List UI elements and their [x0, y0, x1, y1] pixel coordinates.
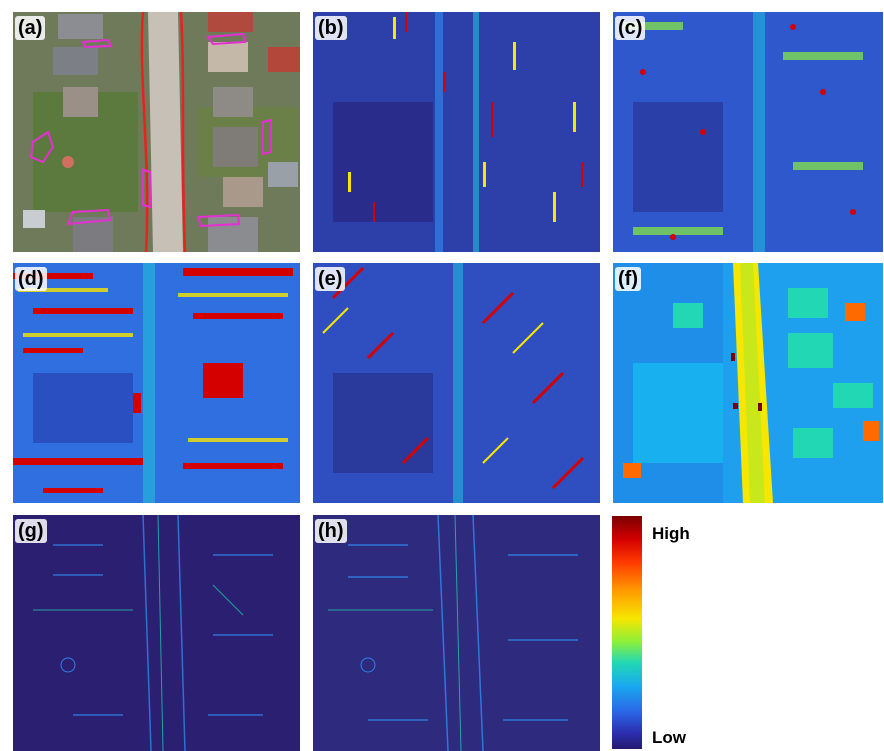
panel-b: (b) — [313, 12, 600, 252]
panel-label: (e) — [315, 267, 346, 291]
panel-label: (g) — [15, 519, 47, 543]
panel-h: (h) — [313, 515, 600, 751]
legend-high-label: High — [652, 524, 690, 543]
heatmap-image — [613, 12, 883, 252]
panel-f: (f) — [613, 263, 883, 503]
edge-map-image — [313, 515, 600, 751]
panel-label: (h) — [315, 519, 347, 543]
panel-label: (f) — [615, 267, 641, 291]
heatmap-image — [13, 263, 300, 503]
color-scale-bar — [612, 516, 642, 749]
panel-label: (d) — [15, 267, 47, 291]
panel-c: (c) — [613, 12, 883, 252]
panel-label: (b) — [315, 16, 347, 40]
edge-map-image — [13, 515, 300, 751]
height-map-image — [613, 263, 883, 503]
aerial-image — [13, 12, 300, 252]
panel-label: (a) — [15, 16, 46, 40]
heatmap-image — [313, 263, 600, 503]
panel-e: (e) — [313, 263, 600, 503]
panel-label: (c) — [615, 16, 646, 40]
heatmap-image — [313, 12, 600, 252]
panel-a: (a) — [13, 12, 300, 252]
panel-d: (d) — [13, 263, 300, 503]
panel-g: (g) — [13, 515, 300, 751]
legend-low-label: Low — [652, 728, 686, 747]
